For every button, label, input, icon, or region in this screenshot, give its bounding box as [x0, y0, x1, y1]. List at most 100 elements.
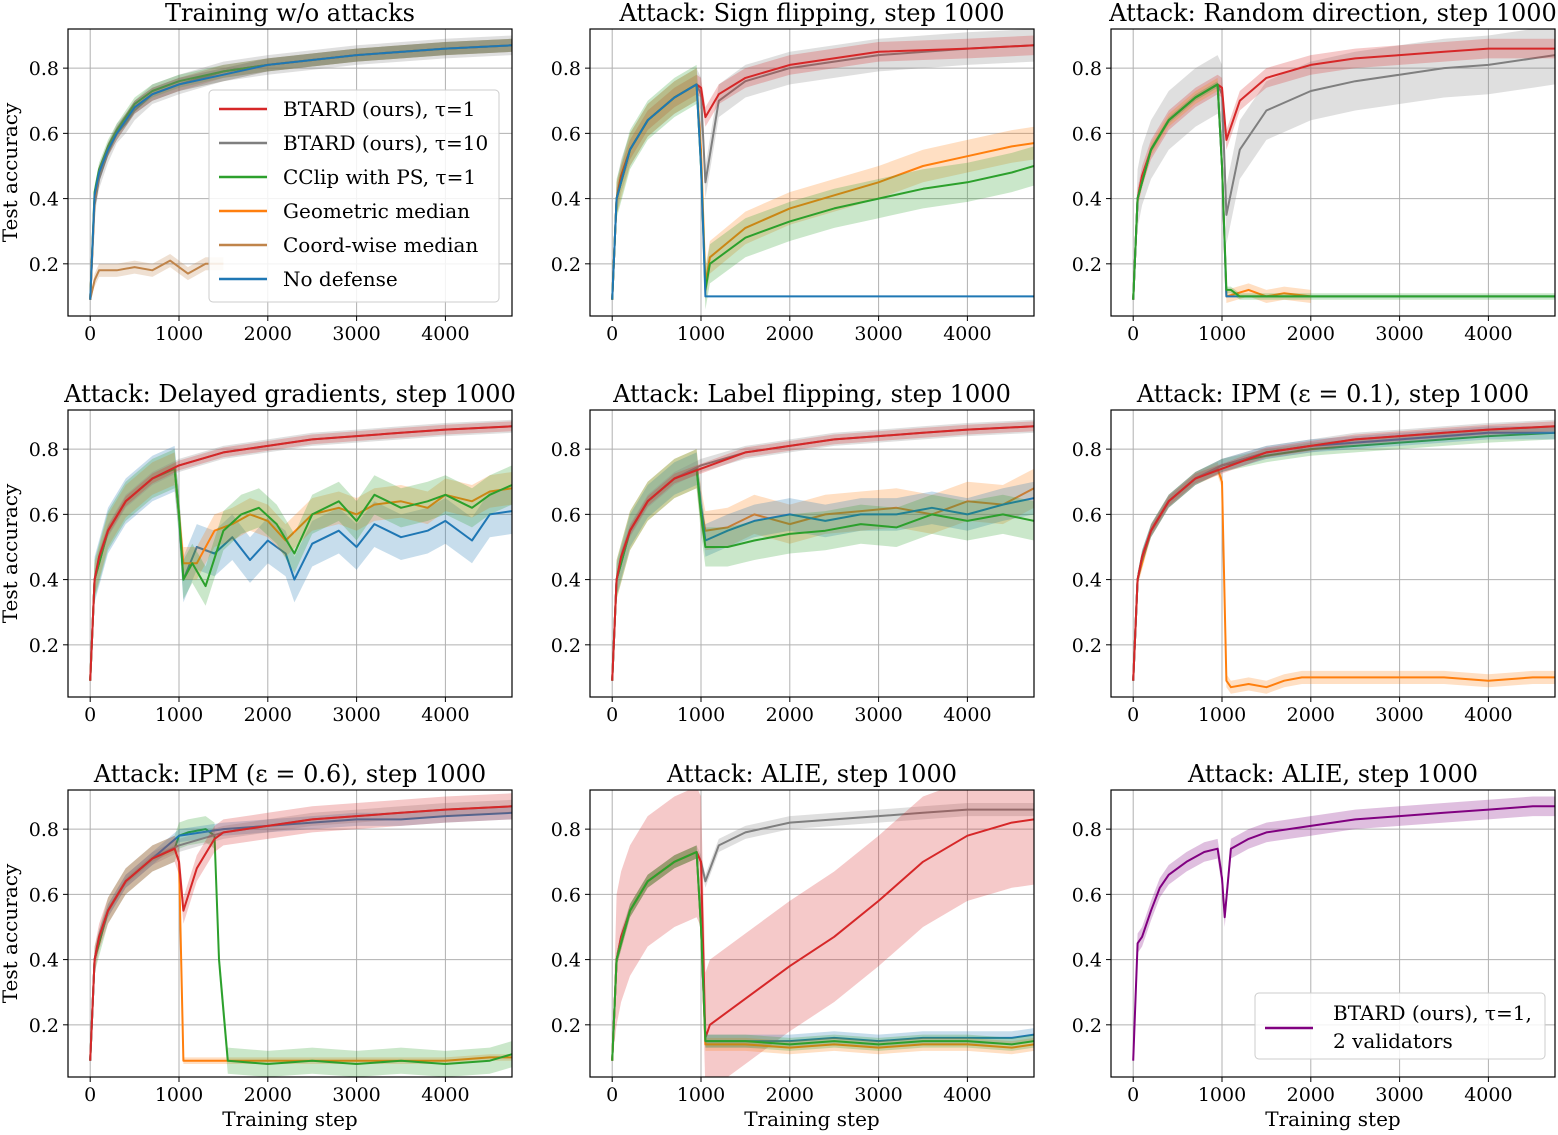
x-tick-label: 1000: [155, 1084, 203, 1106]
y-axis-label: Test accuracy: [0, 102, 22, 242]
x-tick-label: 1000: [155, 323, 203, 345]
y-tick-label: 0.2: [29, 254, 59, 276]
panel-title: Attack: IPM (ε = 0.6), step 1000: [93, 760, 486, 788]
series-line-nodef: [1132, 431, 1555, 681]
y-tick-label: 0.2: [1072, 1015, 1102, 1037]
plot-area: [89, 793, 512, 1077]
axes-frame: [589, 28, 1035, 317]
x-tick-label: 2000: [766, 1084, 814, 1106]
x-tick-label: 2000: [244, 323, 292, 345]
legend-label-btard_t10: BTARD (ours), τ=10: [283, 131, 488, 155]
x-tick-label: 4000: [1464, 1084, 1512, 1106]
series-line-cclip: [611, 851, 1034, 1061]
band-geomed: [90, 452, 512, 681]
band-cclip: [1133, 426, 1555, 681]
panel-2: 0 1000 2000 3000 4000 0.2 0.4 0.6 0.8 Attack: Sig…: [551, 0, 1035, 345]
series-line-geomed: [89, 847, 512, 1062]
x-tick-label: 4000: [943, 1084, 991, 1106]
plot-area: [611, 790, 1034, 1077]
axes-frame: [1110, 28, 1556, 317]
x-tick-label: 2000: [1287, 323, 1335, 345]
band-coordmed: [90, 254, 224, 300]
x-tick-label: 4000: [421, 323, 469, 345]
x-tick-label: 1000: [1198, 1084, 1246, 1106]
panel-title: Attack: Delayed gradients, step 1000: [63, 380, 516, 408]
y-tick-label: 0.8: [29, 439, 59, 461]
y-tick-label: 0.4: [1072, 570, 1102, 592]
panel-9: 0 1000 2000 3000 4000 0.2 0.4 0.6 0.8 Attack: ALI…: [1072, 760, 1556, 1131]
y-tick-label: 0.2: [29, 635, 59, 657]
band-btard_t1: [612, 35, 1034, 300]
series-line-cclip: [1132, 431, 1555, 681]
legend-label-coordmed: Coord-wise median: [283, 233, 478, 257]
y-tick-label: 0.6: [1072, 504, 1102, 526]
band-nodef: [90, 806, 512, 1061]
x-tick-label: 0: [606, 323, 618, 345]
x-axis-label: Training step: [222, 1107, 357, 1131]
x-tick-label: 3000: [854, 704, 902, 726]
x-tick-label: 0: [606, 704, 618, 726]
x-tick-label: 0: [1127, 323, 1139, 345]
axes-frame: [1110, 409, 1556, 698]
y-tick-label: 0.4: [29, 189, 59, 211]
plot-area: [611, 29, 1034, 310]
y-tick-label: 0.6: [29, 884, 59, 906]
gridlines: [68, 790, 512, 1077]
plot-area: [89, 35, 512, 300]
x-tick-label: 3000: [1375, 704, 1423, 726]
y-tick-label: 0.2: [551, 635, 581, 657]
x-tick-label: 0: [606, 1084, 618, 1106]
legend-frame: [208, 89, 500, 303]
y-tick-label: 0.8: [29, 819, 59, 841]
x-tick-label: 1000: [1198, 323, 1246, 345]
legend-label-nodef: No defense: [283, 267, 398, 291]
x-tick-label: 2000: [766, 704, 814, 726]
x-axis-label: Training step: [1265, 1107, 1400, 1131]
band-nodef: [612, 452, 1034, 681]
band-geomed: [612, 449, 1034, 681]
x-tick-label: 1000: [155, 704, 203, 726]
y-tick-label: 0.6: [1072, 884, 1102, 906]
x-tick-label: 4000: [943, 704, 991, 726]
x-tick-label: 1000: [677, 323, 725, 345]
x-tick-label: 0: [84, 323, 96, 345]
y-tick-label: 0.2: [551, 1015, 581, 1037]
x-tick-label: 3000: [1375, 323, 1423, 345]
panel-title: Training w/o attacks: [165, 0, 415, 27]
legend-label-validators-line2: 2 validators: [1333, 1029, 1453, 1053]
legend-main: BTARD (ours), τ=1 BTARD (ours), τ=10 CClip…: [208, 89, 500, 303]
x-tick-label: 2000: [1287, 704, 1335, 726]
x-tick-label: 1000: [677, 704, 725, 726]
gridlines: [590, 410, 1034, 697]
band-cclip: [612, 449, 1034, 681]
legend-label-btard_t1: BTARD (ours), τ=1: [283, 97, 475, 121]
y-tick-label: 0.4: [1072, 950, 1102, 972]
x-tick-label: 4000: [943, 323, 991, 345]
panel-title: Attack: ALIE, step 1000: [1187, 760, 1478, 788]
y-tick-label: 0.6: [551, 123, 581, 145]
y-axis-label: Test accuracy: [0, 863, 22, 1003]
band-btard_t1: [612, 790, 1034, 1077]
panel-title: Attack: IPM (ε = 0.1), step 1000: [1136, 380, 1529, 408]
band-cclip: [612, 64, 1034, 310]
x-tick-label: 3000: [332, 704, 380, 726]
y-tick-label: 0.4: [551, 950, 581, 972]
y-tick-label: 0.4: [29, 570, 59, 592]
y-tick-label: 0.8: [551, 58, 581, 80]
plot-area: [1132, 29, 1555, 304]
band-btard_t10: [1133, 29, 1555, 300]
panel-4: 0 1000 2000 3000 4000 0.2 0.4 0.6 0.8 Attack: Del…: [0, 380, 516, 726]
axes-frame: [67, 789, 513, 1078]
x-tick-label: 3000: [332, 1084, 380, 1106]
y-tick-label: 0.2: [1072, 254, 1102, 276]
x-tick-label: 4000: [1464, 704, 1512, 726]
legend-frame: [1254, 992, 1546, 1060]
band-btard_t1: [90, 793, 512, 1061]
x-tick-label: 0: [84, 1084, 96, 1106]
y-tick-label: 0.8: [551, 819, 581, 841]
plot-area: [89, 419, 512, 681]
x-tick-label: 2000: [244, 704, 292, 726]
panel-title: Attack: Label flipping, step 1000: [612, 380, 1011, 408]
panel-8: 0 1000 2000 3000 4000 0.2 0.4 0.6 0.8 Attack: ALI…: [551, 760, 1035, 1131]
